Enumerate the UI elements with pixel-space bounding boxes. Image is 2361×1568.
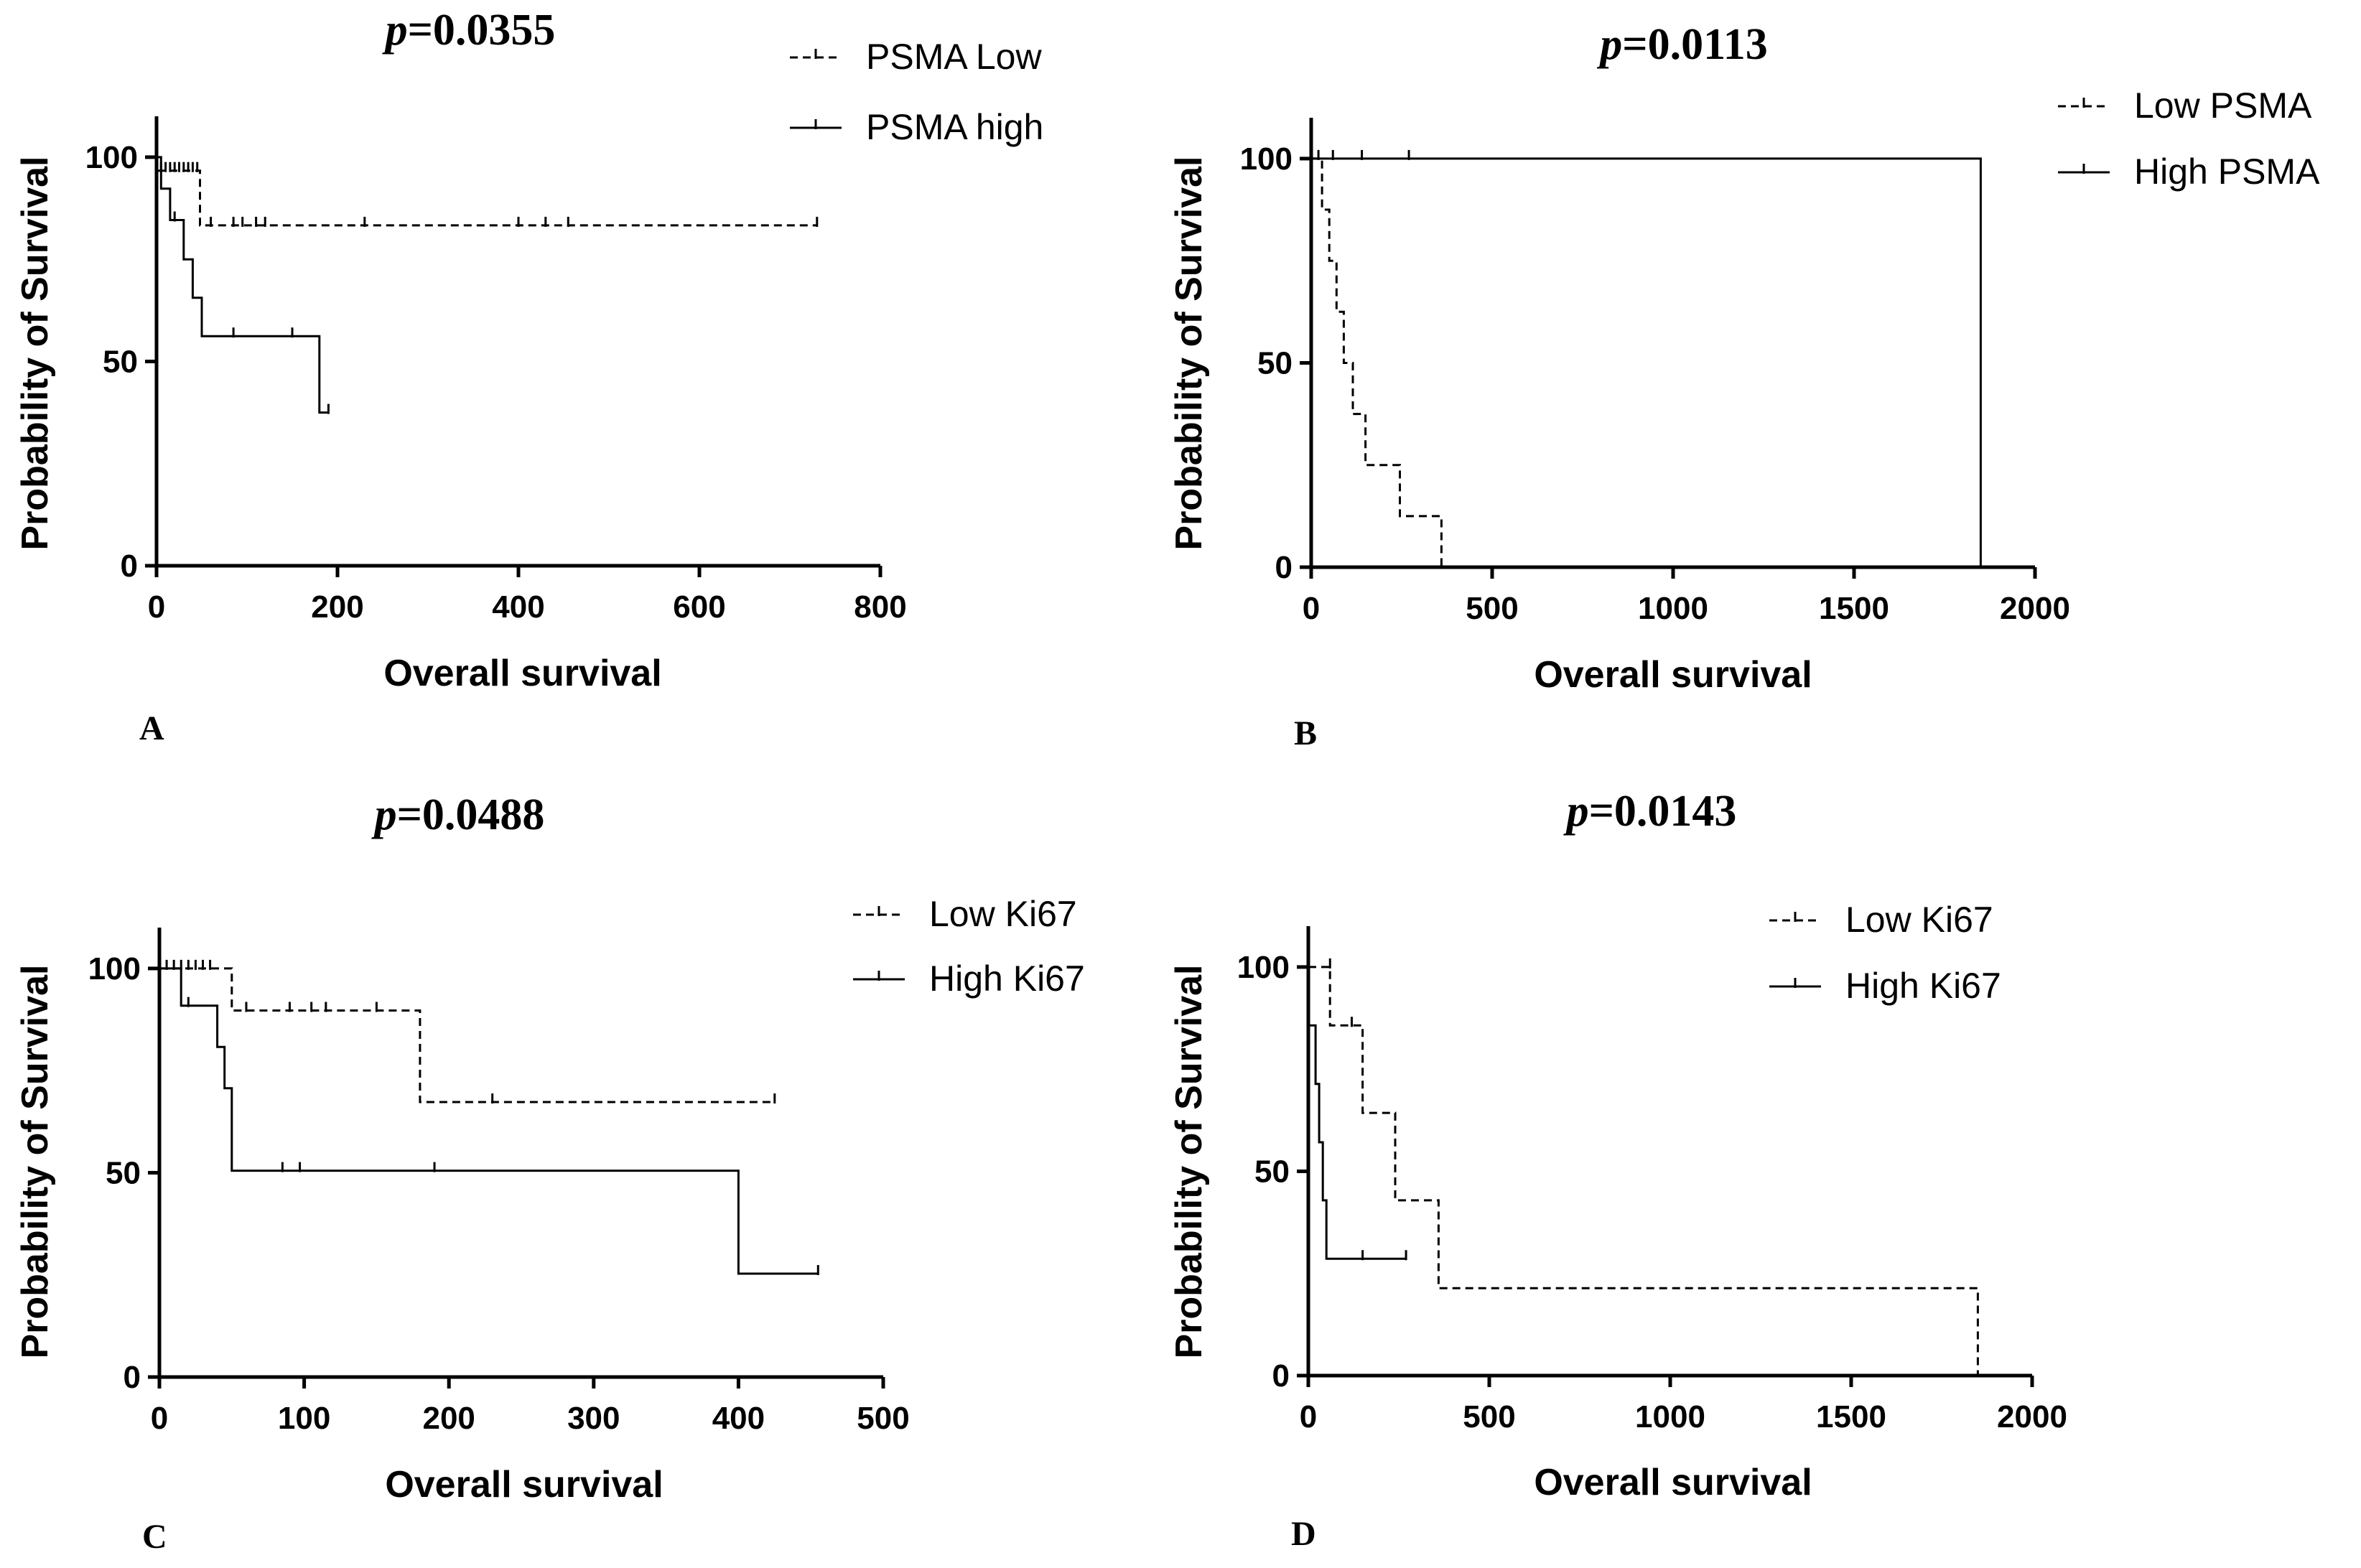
p-value: =0.0355	[408, 6, 556, 55]
p-value: =0.0143	[1589, 787, 1737, 836]
y-tick-label: 100	[1240, 141, 1293, 177]
survival-curve-low	[1311, 157, 1443, 567]
x-axis-label: Overall survival	[383, 653, 661, 694]
x-tick-label: 2000	[1997, 1399, 2067, 1434]
legend-label: Low Ki67	[1845, 900, 1993, 940]
survival-curve-high	[1311, 157, 1982, 567]
survival-curve-low	[159, 967, 775, 1103]
y-tick-label: 100	[85, 140, 138, 175]
x-tick-label: 1000	[1638, 591, 1708, 626]
legend-label: High PSMA	[2134, 151, 2320, 192]
survival-curve-low	[157, 169, 817, 227]
p-value-prefix: p	[1596, 20, 1622, 69]
panel-label: A	[139, 709, 164, 747]
legend-label: Low PSMA	[2134, 85, 2312, 126]
p-value: =0.0488	[397, 790, 545, 839]
p-value-prefix: p	[371, 790, 397, 839]
survival-curve-high	[157, 156, 329, 414]
x-tick-label: 0	[151, 1401, 168, 1436]
p-value-prefix: p	[382, 6, 408, 55]
legend-label: PSMA Low	[866, 37, 1042, 77]
p-value-title: p=0.0355	[382, 6, 556, 55]
x-tick-label: 600	[673, 589, 725, 625]
panel-a: p=0.0355 0 50 100 0 200 400 600 800 Overall survi…	[14, 6, 1043, 747]
y-tick-label: 50	[1254, 1154, 1290, 1189]
x-tick-label: 1000	[1635, 1399, 1705, 1434]
y-tick-label: 100	[1237, 950, 1290, 985]
x-tick-label: 400	[712, 1401, 765, 1436]
legend-label: High Ki67	[929, 958, 1085, 999]
y-tick-label: 0	[1275, 550, 1293, 585]
y-tick-label: 50	[1257, 345, 1293, 381]
x-tick-label: 400	[492, 589, 544, 625]
x-tick-label: 500	[1463, 1399, 1515, 1434]
x-axis-label: Overall survival	[1534, 654, 1812, 696]
x-tick-label: 2000	[2000, 591, 2070, 626]
x-tick-label: 300	[567, 1401, 620, 1436]
p-value-prefix: p	[1563, 787, 1589, 836]
legend-label: Low Ki67	[929, 894, 1077, 934]
y-tick-label: 100	[88, 951, 141, 986]
survival-curve-high	[159, 967, 819, 1275]
x-axis-label: Overall survival	[385, 1464, 663, 1506]
p-value-title: p=0.0113	[1596, 20, 1767, 69]
y-tick-label: 50	[106, 1155, 141, 1190]
x-tick-label: 800	[854, 589, 906, 625]
y-tick-label: 0	[121, 549, 138, 584]
y-tick-label: 0	[1272, 1358, 1290, 1394]
panel-label: C	[142, 1518, 167, 1556]
survival-curve-high	[1308, 1024, 1407, 1260]
legend-label: High Ki67	[1845, 966, 2001, 1006]
y-tick-label: 50	[103, 344, 138, 379]
y-axis-label: Probability of Survival	[1168, 156, 1210, 550]
x-axis-label: Overall survival	[1534, 1462, 1812, 1503]
x-tick-label: 0	[148, 589, 165, 625]
x-tick-label: 100	[278, 1401, 330, 1436]
x-tick-label: 0	[1303, 591, 1320, 626]
x-tick-label: 1500	[1819, 591, 1889, 626]
y-tick-label: 0	[124, 1360, 141, 1395]
x-tick-label: 0	[1300, 1399, 1317, 1434]
x-tick-label: 500	[857, 1401, 909, 1436]
x-tick-label: 500	[1466, 591, 1518, 626]
p-value-title: p=0.0143	[1563, 787, 1737, 836]
panel-label: B	[1294, 714, 1317, 752]
p-value-title: p=0.0488	[371, 790, 545, 839]
survival-curve-low	[1308, 966, 1979, 1376]
x-tick-label: 200	[311, 589, 363, 625]
panel-c: p=0.0488 0 50 100 0 100 200 300 400 500 Overall su…	[14, 790, 1085, 1556]
legend-label: PSMA high	[866, 107, 1043, 147]
x-tick-label: 200	[422, 1401, 475, 1436]
y-axis-label: Probability of Survival	[14, 964, 56, 1358]
panel-label: D	[1291, 1515, 1316, 1553]
p-value: =0.0113	[1622, 20, 1767, 69]
y-axis-label: Probability of Survival	[1168, 964, 1210, 1358]
y-axis-label: Probability of Survival	[14, 156, 56, 550]
x-tick-label: 1500	[1816, 1399, 1886, 1434]
